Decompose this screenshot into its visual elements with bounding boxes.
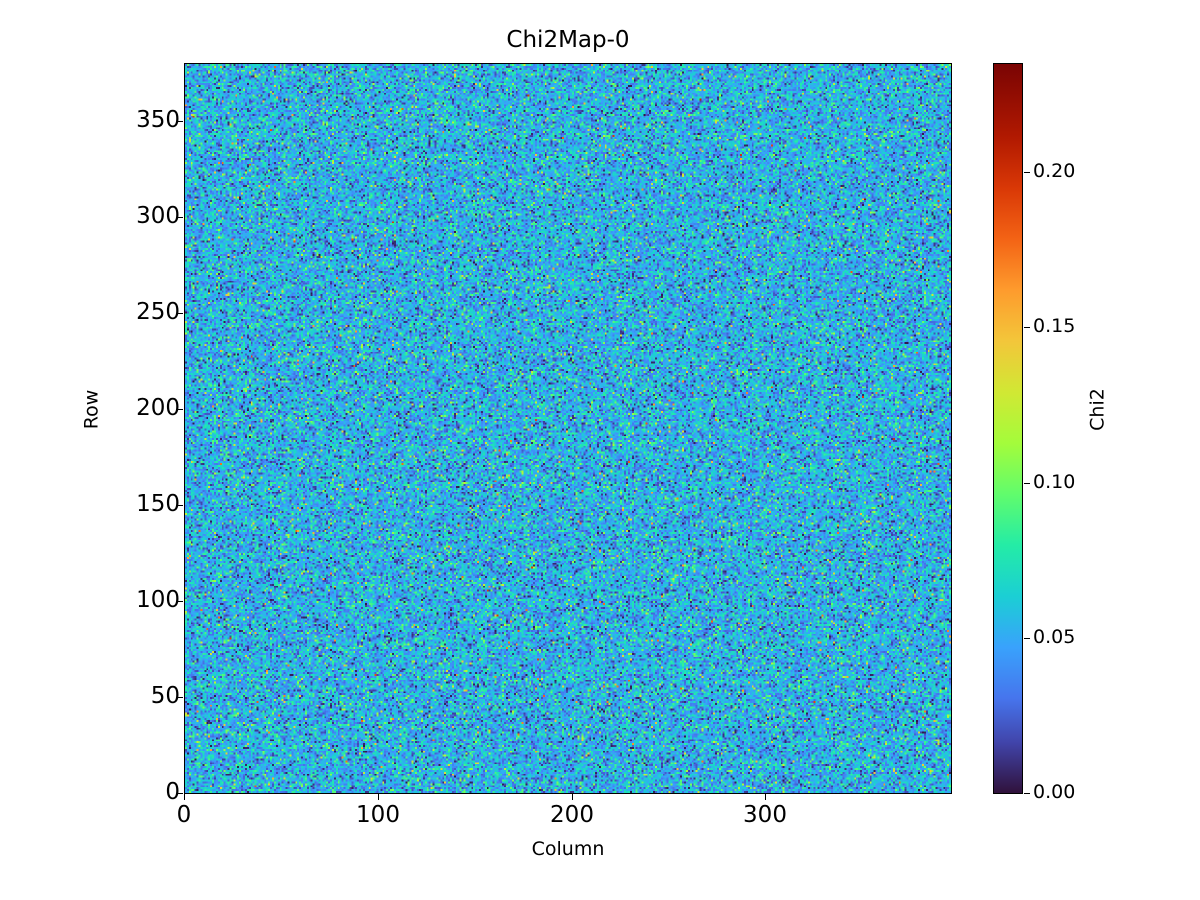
colorbar-tick-label: 0.15 — [1033, 315, 1076, 337]
colorbar-tick-mark — [1024, 638, 1030, 639]
x-tick-mark — [765, 794, 766, 800]
colorbar-tick-label: 0.05 — [1033, 626, 1076, 648]
y-axis-label: Row — [80, 389, 103, 430]
page-title: Chi2Map-0 — [506, 27, 630, 53]
heatmap-image — [185, 64, 951, 793]
x-tick-mark — [378, 794, 379, 800]
y-tick-mark — [177, 697, 183, 698]
y-tick-mark — [177, 505, 183, 506]
y-tick-mark — [177, 601, 183, 602]
x-tick-label: 300 — [743, 802, 787, 828]
colorbar-tick-label: 0.20 — [1033, 160, 1076, 182]
colorbar-tick-mark — [1024, 793, 1030, 794]
y-tick-label: 100 — [136, 587, 180, 613]
x-axis-label: Column — [531, 838, 605, 860]
y-tick-mark — [177, 793, 183, 794]
y-tick-label: 50 — [150, 683, 180, 709]
colorbar[interactable] — [993, 63, 1023, 794]
colorbar-tick-label: 0.00 — [1033, 781, 1076, 803]
colorbar-gradient — [994, 64, 1022, 793]
y-tick-mark — [177, 217, 183, 218]
colorbar-tick-mark — [1024, 172, 1030, 173]
x-tick-mark — [572, 794, 573, 800]
colorbar-tick-label: 0.10 — [1033, 471, 1076, 493]
y-tick-mark — [177, 121, 183, 122]
x-tick-mark — [184, 794, 185, 800]
colorbar-tick-mark — [1024, 483, 1030, 484]
x-tick-label: 200 — [550, 802, 594, 828]
colorbar-tick-mark — [1024, 327, 1030, 328]
x-tick-label: 0 — [176, 802, 192, 828]
x-tick-label: 100 — [356, 802, 400, 828]
y-tick-label: 200 — [136, 395, 180, 421]
colorbar-label: Chi2 — [1086, 388, 1109, 431]
y-tick-label: 250 — [136, 299, 180, 325]
y-tick-label: 350 — [136, 107, 180, 133]
y-tick-label: 0 — [165, 779, 180, 805]
y-tick-label: 150 — [136, 491, 180, 517]
heatmap-plot-area[interactable] — [184, 63, 952, 794]
y-tick-mark — [177, 313, 183, 314]
y-tick-label: 300 — [136, 203, 180, 229]
y-tick-mark — [177, 409, 183, 410]
